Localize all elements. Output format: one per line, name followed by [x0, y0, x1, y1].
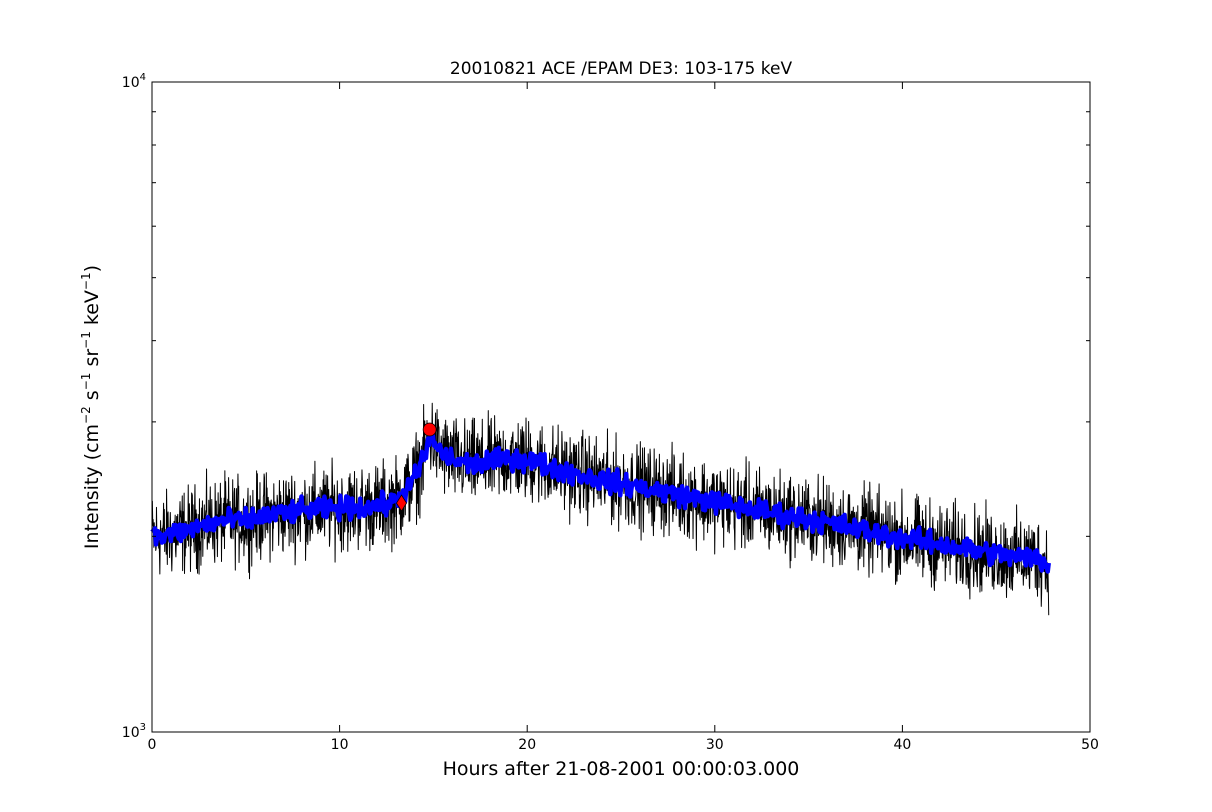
plot-area	[150, 402, 1051, 616]
x-tick-label: 10	[331, 737, 349, 753]
x-tick-label: 50	[1081, 737, 1099, 753]
x-tick-label: 40	[893, 737, 911, 753]
x-axis-label: Hours after 21-08-2001 00:00:03.000	[443, 758, 800, 780]
plot-frame	[151, 81, 1091, 733]
y-tick-label: 103	[122, 722, 146, 741]
x-axis: 0 10 20 30 40 50	[148, 82, 1099, 753]
y-axis: 103 104	[122, 72, 1090, 741]
y-axis-label: Intensity (cm−2 s−1 sr−1 keV−1)	[79, 265, 103, 549]
chart-title: 20010821 ACE /EPAM DE3: 103-175 keV	[450, 59, 793, 79]
x-tick-label: 30	[706, 737, 724, 753]
onset-diamond-marker	[396, 494, 407, 512]
smoothed-intensity-line	[150, 430, 1051, 574]
peak-circle-marker	[422, 422, 437, 437]
y-tick-label: 104	[122, 72, 146, 91]
x-tick-label: 20	[518, 737, 536, 753]
x-tick-label: 0	[148, 737, 157, 753]
